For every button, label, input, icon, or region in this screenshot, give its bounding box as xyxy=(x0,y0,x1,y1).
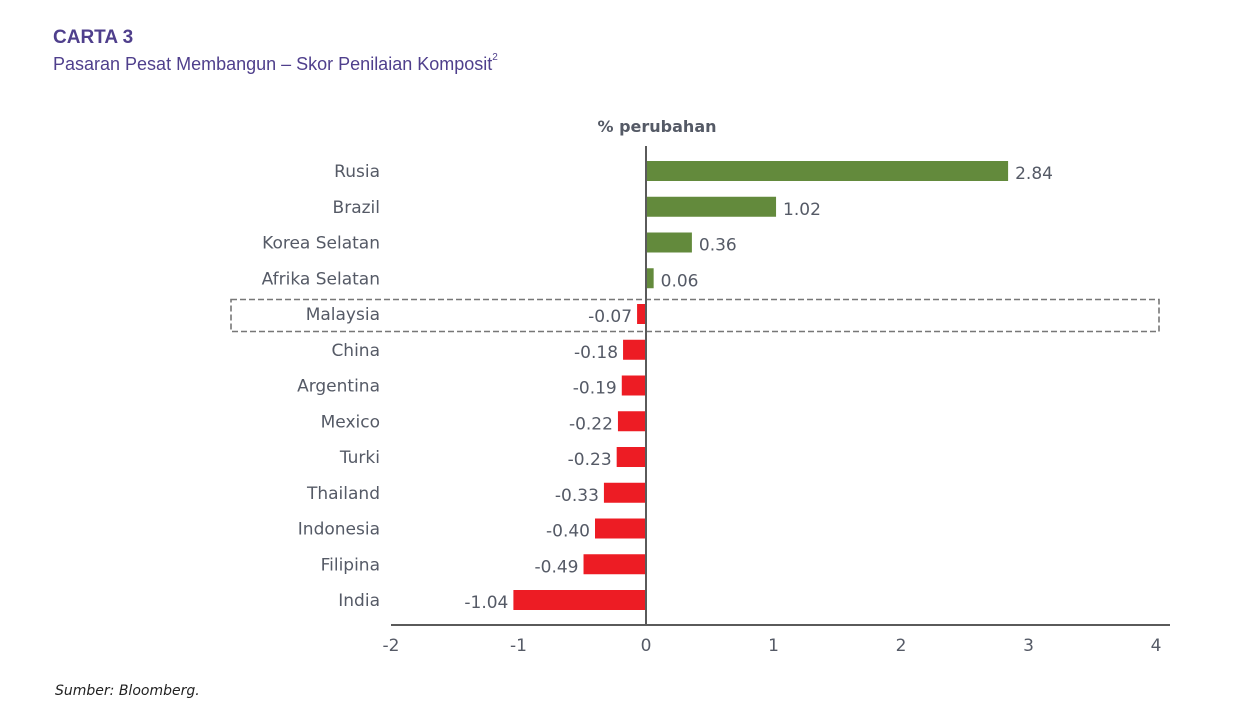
x-tick-label: 0 xyxy=(641,636,652,656)
data-label: -0.40 xyxy=(546,522,590,542)
category-label: Indonesia xyxy=(298,520,380,540)
data-label: -0.19 xyxy=(573,379,617,399)
category-label: China xyxy=(331,341,380,361)
x-tick-label: 1 xyxy=(768,636,779,656)
axis-title: % perubahan xyxy=(597,117,716,136)
category-label: Turki xyxy=(339,448,380,468)
data-label: -0.49 xyxy=(535,557,579,577)
subtitle-text: Pasaran Pesat Membangun – Skor Penilaian… xyxy=(53,54,493,74)
x-tick-label: -2 xyxy=(383,636,400,656)
data-label: -0.22 xyxy=(569,414,613,434)
x-tick-label: 2 xyxy=(896,636,907,656)
category-label: Malaysia xyxy=(306,305,380,325)
data-label: -0.23 xyxy=(568,450,612,470)
data-label: 0.06 xyxy=(661,271,699,291)
bar xyxy=(616,447,646,467)
bar xyxy=(583,554,646,575)
data-label: -0.07 xyxy=(588,307,632,327)
category-label: India xyxy=(338,591,380,611)
data-label: -1.04 xyxy=(464,593,508,613)
source-note: Sumber: Bloomberg. xyxy=(55,683,200,699)
bar xyxy=(646,161,1009,181)
bar xyxy=(603,482,646,503)
bar xyxy=(621,375,646,396)
bar xyxy=(646,268,654,289)
data-label: 0.36 xyxy=(699,236,737,256)
category-label: Afrika Selatan xyxy=(262,269,380,289)
bar xyxy=(513,590,646,610)
highlight-box xyxy=(230,298,1160,333)
category-label: Brazil xyxy=(333,198,380,218)
chart-subtitle: Pasaran Pesat Membangun – Skor Penilaian… xyxy=(53,52,498,75)
x-tick-label: 3 xyxy=(1023,636,1034,656)
data-label: 1.02 xyxy=(783,200,821,220)
category-label: Korea Selatan xyxy=(262,234,380,254)
bar xyxy=(623,339,646,360)
bar xyxy=(595,518,646,539)
data-label: -0.33 xyxy=(555,486,599,506)
x-tick-label: 4 xyxy=(1151,636,1162,656)
category-label: Rusia xyxy=(334,162,380,182)
bar xyxy=(637,304,646,324)
chart-title: CARTA 3 xyxy=(53,27,134,48)
category-label: Thailand xyxy=(306,484,380,504)
data-label: -0.18 xyxy=(574,343,618,363)
footnote-marker: 2 xyxy=(492,52,498,63)
x-tick-label: -1 xyxy=(510,636,527,656)
category-label: Argentina xyxy=(297,377,380,397)
data-label: 2.84 xyxy=(1015,164,1053,184)
category-label: Filipina xyxy=(321,555,380,575)
category-label: Mexico xyxy=(321,412,380,432)
bar xyxy=(646,232,692,253)
bar xyxy=(646,196,777,217)
bar xyxy=(617,411,646,432)
